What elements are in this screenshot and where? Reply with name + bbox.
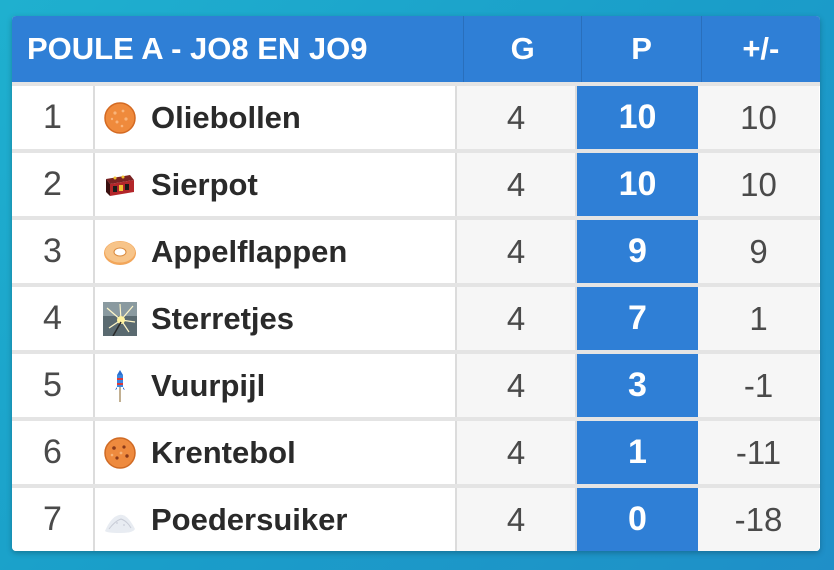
table-row: 2 Sierpot 4 10 10 (12, 153, 820, 216)
currant-bun-icon (103, 436, 137, 470)
team-name: Oliebollen (151, 99, 301, 135)
rank-cell: 1 (12, 86, 95, 149)
points-cell: 0 (577, 488, 698, 551)
goal-difference-cell: -1 (698, 354, 819, 417)
column-header-goal-difference: +/- (742, 31, 780, 66)
sparkler-icon (103, 301, 137, 336)
goal-difference-cell: 1 (698, 287, 819, 350)
games-cell: 4 (457, 354, 577, 417)
points-cell: 7 (577, 287, 698, 350)
team-name: Sierpot (151, 166, 258, 202)
powdered-sugar-icon (103, 503, 137, 537)
team-cell: Vuurpijl (95, 354, 457, 417)
table-title: POULE A - JO8 EN JO9 (12, 16, 465, 82)
oliebol-icon (103, 101, 137, 135)
rank-cell: 6 (12, 421, 95, 484)
team-name: Sterretjes (151, 300, 295, 336)
table-row: 5 Vuurpijl 4 3 -1 (12, 354, 820, 417)
team-name: Appelflappen (151, 233, 348, 269)
team-cell: Oliebollen (95, 86, 457, 149)
rank-cell: 5 (12, 354, 95, 417)
points-cell: 10 (577, 86, 698, 149)
team-name: Krentebol (151, 434, 296, 470)
team-cell: Sierpot (95, 153, 457, 216)
column-header-games: G (464, 16, 583, 82)
team-cell: Appelflappen (95, 220, 457, 283)
rank-cell: 2 (12, 153, 95, 216)
team-name: Vuurpijl (151, 367, 266, 403)
goal-difference-cell: 9 (698, 220, 819, 283)
games-cell: 4 (457, 488, 577, 551)
rank-cell: 4 (12, 287, 95, 350)
points-cell: 3 (577, 354, 698, 417)
points-cell: 9 (577, 220, 698, 283)
table-row: 4 Sterretjes (12, 287, 820, 350)
games-cell: 4 (457, 287, 577, 350)
table-row: 1 Oliebollen 4 10 10 (12, 86, 820, 149)
table-row: 3 Appelflappen 4 9 9 (12, 220, 820, 283)
team-name: Poedersuiker (151, 501, 348, 537)
standings-table: POULE A - JO8 EN JO9 G P +/- 1 Oliebolle… (12, 16, 820, 551)
rocket-icon (103, 369, 137, 403)
points-cell: 10 (577, 153, 698, 216)
points-cell: 1 (577, 421, 698, 484)
rank-cell: 7 (12, 488, 95, 551)
games-cell: 4 (457, 220, 577, 283)
table-header: POULE A - JO8 EN JO9 G P +/- (12, 16, 820, 82)
goal-difference-cell: 10 (698, 153, 819, 216)
ring-pastry-icon (103, 235, 137, 269)
team-cell: Sterretjes (95, 287, 457, 350)
goal-difference-cell: -11 (698, 421, 819, 484)
goal-difference-cell: -18 (698, 488, 819, 551)
team-cell: Krentebol (95, 421, 457, 484)
table-row: 7 Poedersuiker 4 0 -18 (12, 488, 820, 551)
games-cell: 4 (457, 421, 577, 484)
goal-difference-cell: 10 (698, 86, 819, 149)
column-header-points: P (582, 16, 702, 82)
table-row: 6 Krentebol 4 1 -11 (12, 421, 820, 484)
games-cell: 4 (457, 86, 577, 149)
rank-cell: 3 (12, 220, 95, 283)
games-cell: 4 (457, 153, 577, 216)
team-cell: Poedersuiker (95, 488, 457, 551)
firework-box-icon (103, 168, 137, 202)
